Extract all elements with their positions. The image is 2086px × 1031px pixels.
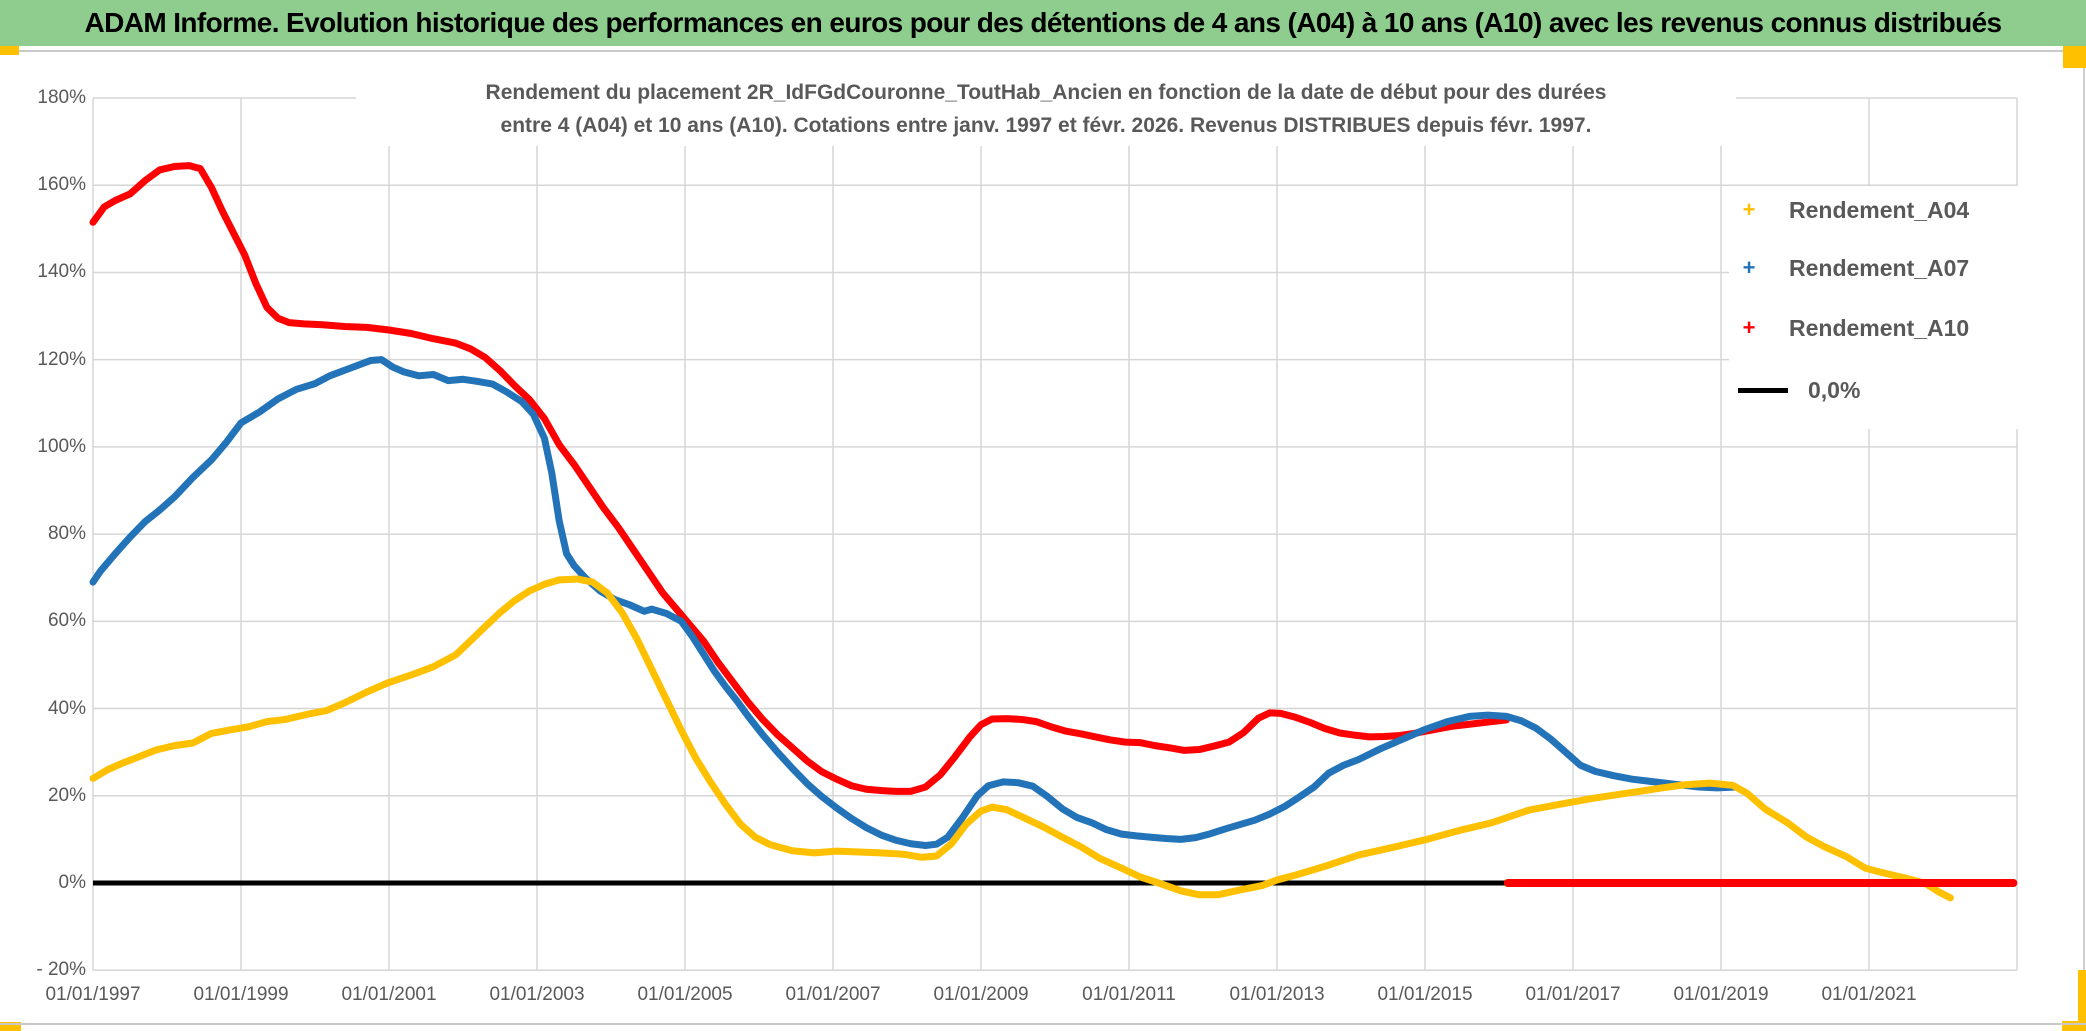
plus-marker-icon: + (1742, 255, 1756, 280)
accent-top-left (0, 46, 19, 55)
accent-top-right (2063, 46, 2086, 68)
legend-item-rendement-a10: + Rendement_A10 (1729, 310, 1970, 346)
x-axis-tick-label: 01/01/2021 (1821, 984, 1917, 1005)
legend-item-rendement-a07: + Rendement_A07 (1729, 250, 1970, 286)
x-axis-tick-label: 01/01/2001 (341, 984, 437, 1005)
y-axis-tick-label: 0% (58, 872, 86, 893)
y-axis-tick-label: 80% (47, 523, 86, 545)
header-bar: ADAM Informe. Evolution historique des p… (0, 0, 2086, 46)
y-axis-tick-label: 40% (47, 697, 86, 719)
chart-title: Rendement du placement 2R_IdFGdCouronne_… (356, 76, 1736, 146)
y-axis-tick-label: 20% (47, 784, 86, 806)
x-axis-tick-label: 01/01/2011 (1082, 984, 1176, 1005)
bottom-edge-border (0, 1023, 2086, 1025)
header-divider (0, 50, 2086, 52)
x-axis-tick-label: 01/01/2019 (1673, 984, 1769, 1005)
y-axis-tick-label: 180% (37, 87, 86, 108)
chart-title-line2: entre 4 (A04) et 10 ans (A10). Cotations… (500, 114, 1592, 137)
chart-title-line1: Rendement du placement 2R_IdFGdCouronne_… (485, 81, 1607, 104)
x-axis-tick-label: 01/01/2009 (933, 984, 1029, 1005)
y-axis-tick-label: 140% (37, 261, 86, 283)
series-rendement_a07 (89, 356, 1740, 849)
legend-item-rendement-a04: + Rendement_A04 (1729, 192, 1970, 228)
x-axis-tick-label: 01/01/2007 (785, 984, 881, 1005)
legend-item-zero-baseline: 0,0% (1729, 372, 1860, 408)
legend-label: 0,0% (1808, 376, 1861, 403)
series-rendement_a10 (89, 162, 1510, 795)
accent-bottom-right-vertical (2078, 970, 2086, 1031)
y-axis-tick-label: 120% (37, 348, 86, 370)
legend-label: Rendement_A10 (1789, 314, 1970, 341)
y-axis-tick-label: 160% (37, 174, 86, 196)
x-axis-tick-label: 01/01/1997 (45, 984, 141, 1005)
black-line-swatch (1738, 387, 1788, 393)
plus-marker-icon: + (1742, 315, 1756, 340)
series-rendement_a04 (89, 575, 1954, 902)
y-axis-tick-label: 60% (47, 610, 86, 632)
y-axis-tick-label: 100% (37, 435, 86, 457)
x-axis-tick-label: 01/01/2003 (489, 984, 585, 1005)
plus-marker-icon: + (1742, 197, 1756, 222)
x-axis-tick-label: 01/01/2005 (637, 984, 733, 1005)
accent-bottom-left (0, 1022, 21, 1031)
x-axis-tick-label: 01/01/2015 (1377, 984, 1473, 1005)
chart-legend: + Rendement_A04 + Rendement_A07 + Rendem… (1729, 186, 2063, 429)
legend-label: Rendement_A07 (1789, 254, 1970, 281)
right-edge-border (2083, 68, 2085, 970)
x-axis-tick-label: 01/01/2013 (1229, 984, 1325, 1005)
accent-bottom-right-horizontal (2062, 1021, 2086, 1031)
y-axis-tick-label: - 20% (36, 959, 86, 981)
x-axis-tick-label: 01/01/1999 (193, 984, 289, 1005)
x-axis-tick-label: 01/01/2017 (1525, 984, 1621, 1005)
legend-label: Rendement_A04 (1789, 196, 1970, 223)
page-title: ADAM Informe. Evolution historique des p… (84, 7, 2002, 38)
